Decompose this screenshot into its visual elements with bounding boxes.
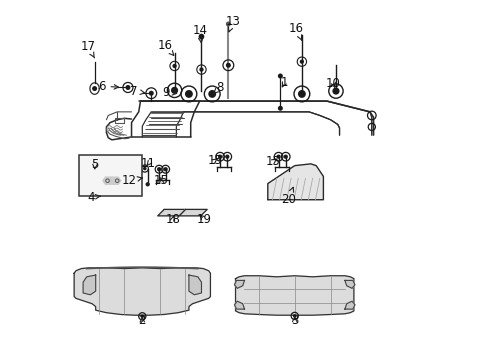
Polygon shape — [188, 275, 201, 295]
Text: 18: 18 — [165, 213, 180, 226]
Circle shape — [225, 22, 230, 27]
Polygon shape — [83, 275, 96, 295]
Text: 12: 12 — [122, 174, 142, 187]
Text: 10: 10 — [325, 77, 340, 90]
Polygon shape — [179, 210, 207, 216]
Polygon shape — [234, 301, 244, 309]
Circle shape — [297, 90, 305, 98]
Circle shape — [198, 34, 204, 40]
Polygon shape — [102, 177, 121, 184]
Circle shape — [145, 182, 149, 186]
Text: 16: 16 — [157, 39, 173, 55]
Polygon shape — [234, 280, 244, 288]
Circle shape — [140, 315, 144, 318]
Polygon shape — [344, 301, 354, 309]
Circle shape — [283, 154, 287, 159]
Polygon shape — [267, 164, 323, 200]
Circle shape — [224, 154, 229, 159]
Circle shape — [277, 106, 282, 111]
Text: 20: 20 — [280, 187, 295, 206]
Text: 1: 1 — [280, 76, 288, 89]
Circle shape — [292, 314, 296, 318]
Polygon shape — [74, 268, 210, 315]
Circle shape — [184, 90, 192, 98]
Text: 15: 15 — [265, 155, 280, 168]
Circle shape — [172, 64, 176, 68]
Circle shape — [157, 167, 161, 171]
Text: 11: 11 — [141, 157, 156, 170]
Text: 8: 8 — [213, 81, 224, 94]
Circle shape — [171, 87, 178, 94]
Text: 6: 6 — [98, 80, 118, 93]
Text: 2: 2 — [138, 314, 146, 327]
Text: 19: 19 — [197, 213, 211, 226]
Polygon shape — [158, 210, 185, 216]
Circle shape — [218, 154, 222, 159]
Circle shape — [199, 67, 203, 72]
Circle shape — [299, 59, 304, 64]
Text: 7: 7 — [130, 85, 144, 98]
Text: 14: 14 — [192, 24, 207, 42]
Text: 9: 9 — [162, 86, 176, 99]
Circle shape — [125, 85, 130, 90]
Circle shape — [142, 167, 146, 170]
Circle shape — [332, 87, 339, 95]
Text: 4: 4 — [87, 191, 100, 204]
Polygon shape — [235, 276, 353, 315]
Polygon shape — [344, 280, 354, 288]
Bar — [79, 155, 142, 196]
Text: 16: 16 — [288, 22, 304, 41]
Circle shape — [208, 90, 216, 98]
Text: 17: 17 — [80, 40, 95, 58]
Circle shape — [225, 63, 230, 68]
Text: 5: 5 — [91, 158, 99, 171]
Text: 13: 13 — [225, 15, 240, 32]
Circle shape — [277, 73, 282, 78]
Circle shape — [148, 91, 153, 96]
Text: 15: 15 — [207, 154, 222, 167]
Circle shape — [276, 154, 280, 159]
Text: 15: 15 — [154, 174, 168, 187]
Circle shape — [92, 86, 97, 91]
Circle shape — [163, 167, 167, 171]
Text: 3: 3 — [290, 314, 298, 327]
